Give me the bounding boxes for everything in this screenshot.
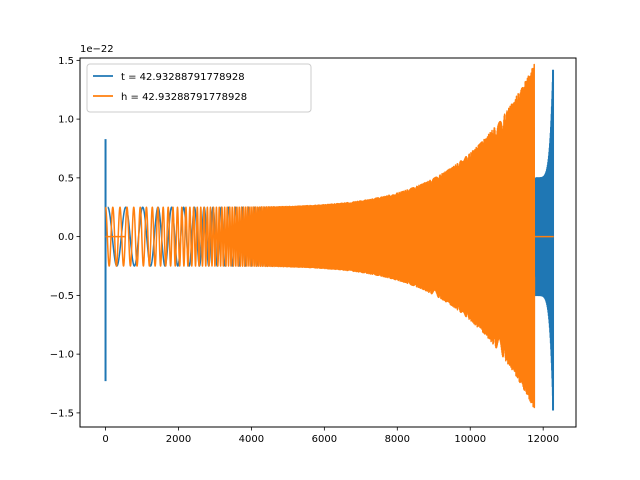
x-tick-label: 4000 xyxy=(239,434,264,445)
series-line xyxy=(104,63,536,409)
series-1 xyxy=(104,63,554,409)
x-axis: 0 2000 4000 6000 8000 10000 12000 xyxy=(102,427,559,445)
y-tick-label: 1.5 xyxy=(58,56,74,67)
legend: t = 42.93288791778928 h = 42.932887917789… xyxy=(86,63,312,113)
legend-entry-label: h = 42.93288791778928 xyxy=(121,92,247,103)
y-axis: −1.5 −1.0 −0.5 0.0 0.5 1.0 1.5 xyxy=(50,56,80,419)
y-tick-label: 0.5 xyxy=(58,173,74,184)
y-tick-label: 1.0 xyxy=(58,115,74,126)
y-tick-label: −1.0 xyxy=(50,350,74,361)
x-tick-label: 0 xyxy=(102,434,108,445)
axes-frame xyxy=(79,57,577,428)
y-tick-label: 0.0 xyxy=(58,232,74,243)
y-tick-label: −0.5 xyxy=(50,291,74,302)
x-tick-label: 10000 xyxy=(454,434,486,445)
y-tick-label: −1.5 xyxy=(50,408,74,419)
y-offset-label: 1e−22 xyxy=(80,44,114,55)
x-tick-label: 2000 xyxy=(166,434,191,445)
series-layer xyxy=(104,63,555,411)
x-tick-label: 8000 xyxy=(385,434,410,445)
series-line xyxy=(534,72,554,406)
legend-entry-label: t = 42.93288791778928 xyxy=(121,72,245,83)
x-tick-label: 12000 xyxy=(527,434,559,445)
x-tick-label: 6000 xyxy=(312,434,337,445)
plot-area xyxy=(79,57,577,428)
legend-box xyxy=(86,63,312,113)
